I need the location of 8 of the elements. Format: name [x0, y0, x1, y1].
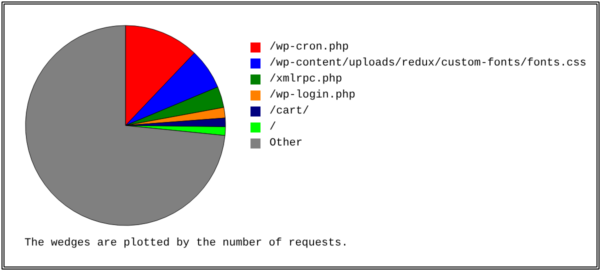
- legend-label: /wp-content/uploads/redux/custom-fonts/fonts.css: [270, 58, 586, 70]
- legend-label: /wp-cron.php: [270, 42, 349, 54]
- legend-label: /wp-login.php: [270, 90, 356, 102]
- legend-label: /: [270, 122, 276, 134]
- legend-label: Other: [270, 138, 303, 150]
- text: The wedges are plotted by the number of requests.: [24, 238, 348, 250]
- legend-label: /xmlrpc.php: [270, 74, 342, 86]
- legend-label: /cart/: [270, 106, 310, 118]
